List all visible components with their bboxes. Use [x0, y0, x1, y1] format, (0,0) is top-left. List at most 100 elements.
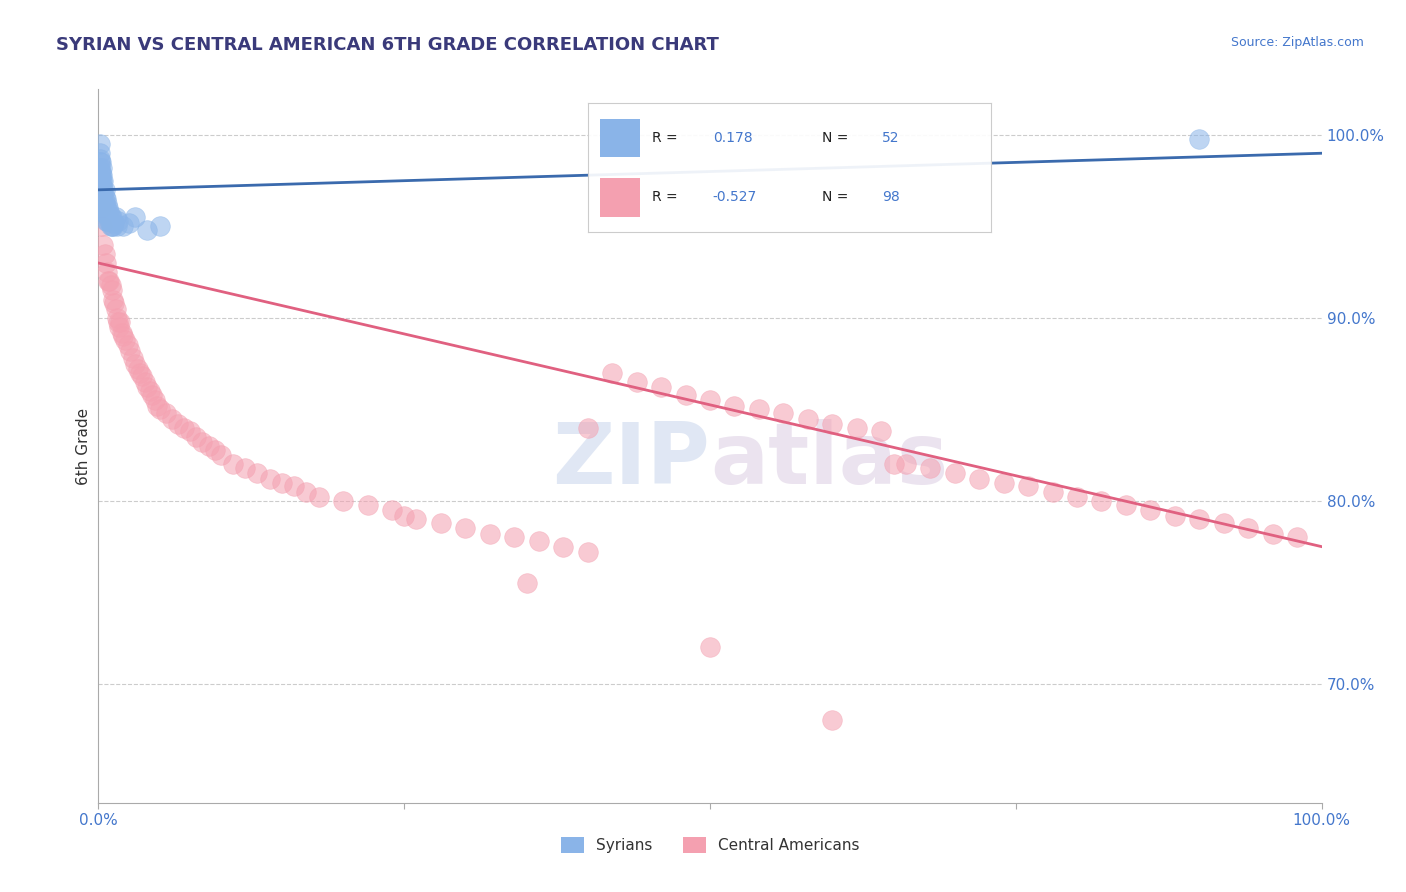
Point [883, 458, 905, 472]
Point [90, 183, 112, 197]
Point [103, 296, 125, 310]
Point [89, 155, 111, 169]
Point [332, 494, 354, 508]
Point [748, 402, 770, 417]
Point [129, 366, 152, 380]
Point [89, 161, 111, 175]
Point [993, 475, 1015, 490]
Point [90, 164, 112, 178]
Point [1042, 484, 1064, 499]
Point [1115, 498, 1137, 512]
Y-axis label: 6th Grade: 6th Grade [76, 408, 91, 484]
Point [141, 388, 163, 402]
Point [91, 195, 114, 210]
Point [120, 343, 142, 358]
Point [127, 362, 149, 376]
Point [821, 417, 844, 431]
Point [870, 425, 893, 439]
Point [308, 490, 330, 504]
Point [209, 448, 232, 462]
Point [136, 380, 159, 394]
Point [91, 168, 114, 182]
Point [576, 420, 599, 434]
Point [295, 484, 318, 499]
Point [94, 256, 117, 270]
Text: ZIP: ZIP [553, 418, 710, 502]
Legend: Syrians, Central Americans: Syrians, Central Americans [554, 831, 866, 859]
Point [723, 399, 745, 413]
Point [101, 219, 124, 234]
Point [222, 458, 245, 472]
Point [675, 388, 697, 402]
Point [186, 430, 208, 444]
Point [111, 219, 134, 234]
Point [1237, 521, 1260, 535]
Point [101, 293, 124, 307]
Point [600, 366, 623, 380]
Point [91, 188, 114, 202]
Point [91, 161, 114, 175]
Point [91, 174, 114, 188]
Point [454, 521, 477, 535]
Point [1286, 531, 1309, 545]
Point [105, 310, 128, 325]
Point [478, 526, 501, 541]
Text: SYRIAN VS CENTRAL AMERICAN 6TH GRADE CORRELATION CHART: SYRIAN VS CENTRAL AMERICAN 6TH GRADE COR… [56, 36, 718, 54]
Point [94, 192, 117, 206]
Point [1164, 508, 1187, 523]
Point [1261, 526, 1284, 541]
Text: Source: ZipAtlas.com: Source: ZipAtlas.com [1230, 36, 1364, 49]
Point [191, 435, 214, 450]
Point [699, 640, 721, 655]
Point [1188, 512, 1211, 526]
Point [143, 393, 166, 408]
Point [91, 174, 114, 188]
Point [90, 201, 112, 215]
Point [124, 357, 146, 371]
Point [90, 155, 112, 169]
Point [576, 545, 599, 559]
Point [93, 183, 115, 197]
Text: atlas: atlas [710, 418, 948, 502]
Point [96, 206, 118, 220]
Point [91, 192, 114, 206]
Point [93, 190, 115, 204]
Point [553, 540, 575, 554]
Point [356, 498, 378, 512]
Point [97, 201, 120, 215]
Point [149, 219, 172, 234]
Point [146, 399, 169, 413]
Point [91, 219, 114, 234]
Point [246, 467, 269, 481]
Point [1212, 516, 1234, 530]
Point [89, 152, 111, 166]
Point [392, 508, 416, 523]
Point [91, 237, 114, 252]
Point [94, 206, 117, 220]
Point [110, 315, 132, 329]
Point [93, 204, 115, 219]
Point [155, 406, 177, 420]
Point [503, 531, 526, 545]
Point [89, 146, 111, 161]
Point [772, 406, 794, 420]
Point [381, 503, 404, 517]
Point [100, 219, 122, 234]
Point [100, 211, 122, 225]
Point [136, 223, 159, 237]
Point [104, 301, 127, 316]
Point [97, 274, 120, 288]
Point [97, 211, 120, 225]
Point [920, 461, 942, 475]
Point [111, 329, 134, 343]
Point [105, 219, 128, 234]
Point [111, 326, 134, 340]
Point [1090, 494, 1112, 508]
Point [93, 197, 115, 211]
Point [98, 204, 121, 219]
Point [1188, 131, 1211, 145]
Point [233, 461, 256, 475]
Point [91, 204, 114, 219]
Point [845, 420, 868, 434]
Point [94, 214, 117, 228]
